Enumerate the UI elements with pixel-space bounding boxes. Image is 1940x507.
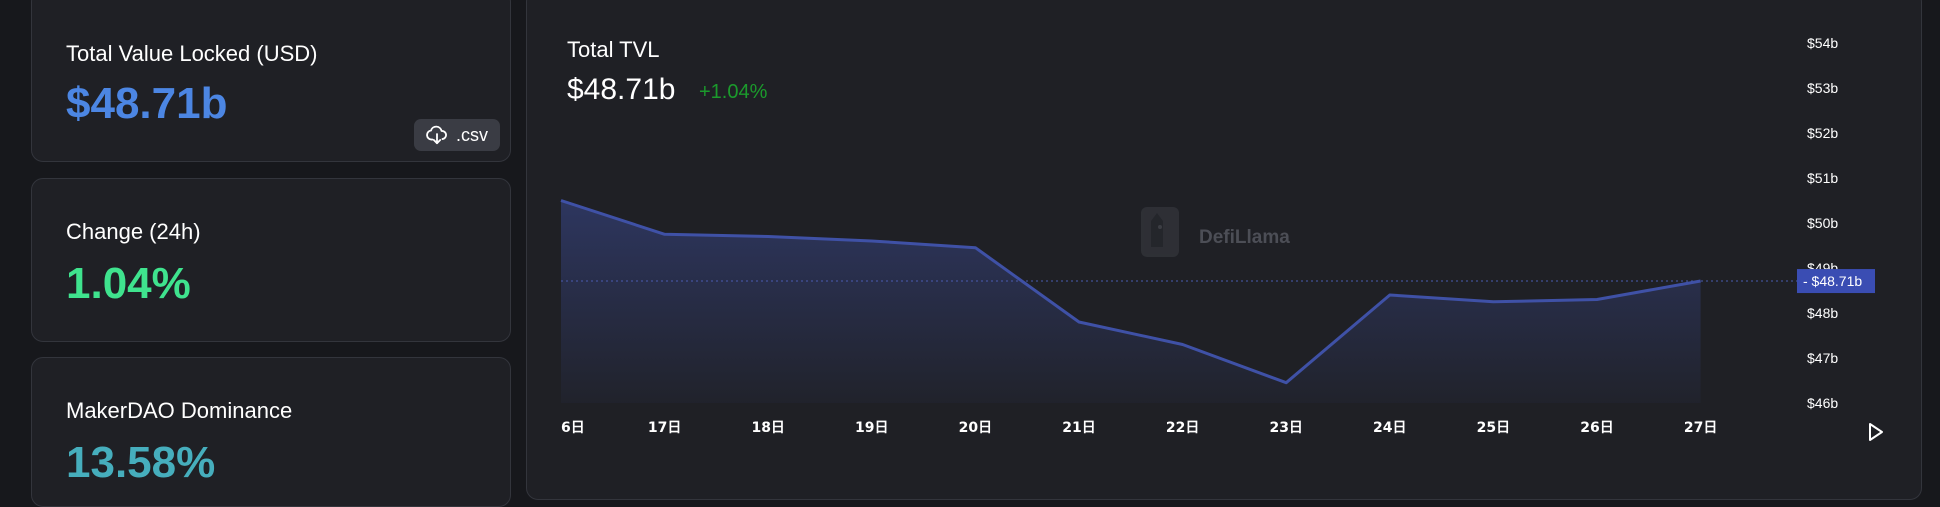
y-tick-label: $54b (1807, 35, 1838, 51)
x-tick-label: 19日 (855, 420, 888, 436)
change-value: 1.04% (66, 259, 191, 308)
x-tick-label: 18日 (751, 420, 784, 436)
x-tick-label: 27日 (1684, 420, 1717, 436)
x-tick-label: 26日 (1580, 420, 1613, 436)
current-value-badge-bg (1797, 269, 1875, 294)
tvl-area-chart[interactable]: DefiLlama $54b$53b$52b$51b$50b$49b$48b$4… (527, 0, 1923, 501)
current-value-badge-label: - $48.71b (1803, 273, 1862, 289)
y-tick-label: $47b (1807, 350, 1838, 366)
watermark-text: DefiLlama (1199, 227, 1290, 248)
current-value-badge: - $48.71b (1797, 269, 1875, 294)
chart-current-value: $48.71b (567, 73, 676, 106)
dominance-value: 13.58% (66, 438, 216, 487)
y-tick-label: $50b (1807, 215, 1838, 231)
llama-logo-icon (1141, 207, 1179, 257)
y-tick-label: $52b (1807, 125, 1838, 141)
y-tick-label: $53b (1807, 80, 1838, 96)
tvl-card: Total Value Locked (USD) $48.71b .csv (31, 0, 511, 162)
y-tick-label: $46b (1807, 395, 1838, 411)
chart-title: Total TVL (567, 37, 660, 62)
x-tick-label: 25日 (1477, 420, 1510, 436)
dominance-label: MakerDAO Dominance (66, 398, 293, 423)
cloud-download-icon (426, 125, 447, 145)
y-tick-label: $51b (1807, 170, 1838, 186)
tvl-area-fill (561, 200, 1701, 403)
tvl-value: $48.71b (66, 79, 228, 128)
x-tick-label: 21日 (1062, 420, 1095, 436)
x-tick-label: 20日 (959, 420, 992, 436)
csv-button-label: .csv (455, 124, 488, 145)
dominance-card: MakerDAO Dominance 13.58% (31, 357, 511, 507)
x-tick-label: 23日 (1269, 420, 1302, 436)
x-tick-label: 17日 (648, 420, 681, 436)
tvl-series-line (560, 199, 1701, 385)
play-button[interactable] (1863, 420, 1887, 444)
chart-change-percent: +1.04% (699, 81, 768, 103)
play-icon (1869, 423, 1883, 441)
y-tick-label: $48b (1807, 305, 1838, 321)
change-card: Change (24h) 1.04% (31, 178, 511, 342)
x-tick-label: 22日 (1166, 420, 1199, 436)
x-tick-label: 6日 (561, 420, 585, 436)
tvl-chart-card: Total TVL $48.71b +1.04% DefiLlama $54b $… (526, 0, 1922, 500)
change-label: Change (24h) (66, 219, 201, 244)
x-axis: 6日 17日 18日 19日 20日 21日 22日 23日 24日 25日 26日 27日 (561, 420, 1717, 436)
tvl-label: Total Value Locked (USD) (66, 41, 318, 66)
csv-download-button[interactable]: .csv (414, 119, 500, 151)
defillama-watermark: DefiLlama (1141, 207, 1290, 257)
x-tick-label: 24日 (1373, 420, 1406, 436)
y-axis: $54b$53b$52b$51b$50b$49b$48b$47b$46b (1807, 35, 1838, 411)
